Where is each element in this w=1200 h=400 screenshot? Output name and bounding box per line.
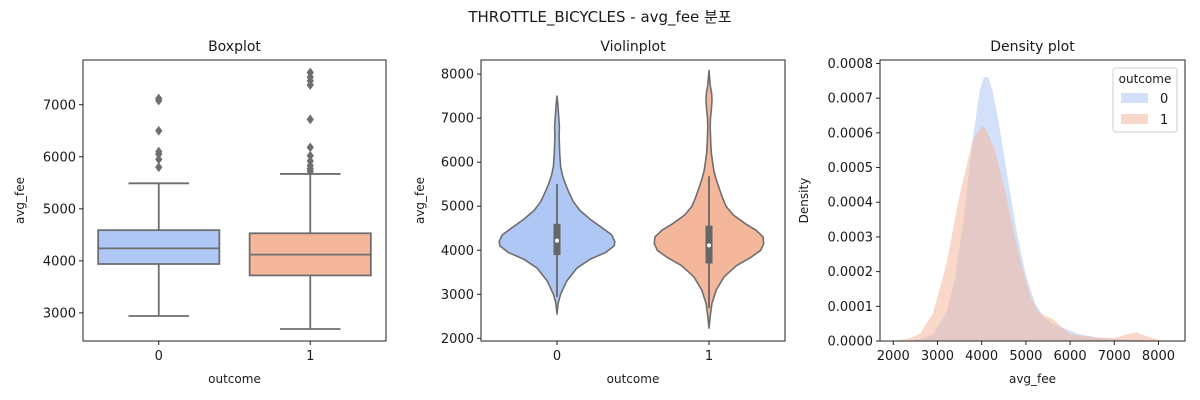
x-tick-label: 3000 [921, 349, 954, 364]
y-tick-label: 5000 [43, 202, 76, 217]
violin-median-dot [707, 243, 711, 248]
panel-title: Violinplot [600, 39, 666, 55]
y-tick-label: 0.0006 [828, 126, 874, 141]
y-tick-label: 0.0004 [828, 196, 874, 211]
legend-swatch-0 [1121, 93, 1148, 103]
x-tick-label: 0 [155, 349, 163, 364]
y-tick-label: 2000 [441, 332, 474, 347]
outlier-point [306, 156, 314, 166]
legend-label-0: 0 [1160, 92, 1168, 107]
x-tick-label: 6000 [1054, 349, 1087, 364]
box-iqr [97, 229, 221, 265]
plot-frame [82, 59, 387, 342]
boxplot-panel: 0 1 3000 4000 5000 6000 7000 Boxplot outcome avg_… [13, 39, 387, 386]
y-tick-label: 0.0003 [828, 230, 874, 245]
y-axis-label: avg_fee [413, 177, 427, 224]
y-tick-label: 6000 [43, 150, 76, 165]
y-tick-label: 3000 [43, 306, 76, 321]
plot-frame [879, 59, 1186, 342]
legend-swatch-1 [1121, 114, 1148, 124]
y-tick-label: 0.0002 [828, 265, 874, 280]
density-panel: 2000 3000 4000 5000 6000 7000 8000 0.0000 0.0001… [797, 39, 1186, 386]
y-tick-label: 0.0008 [828, 57, 874, 72]
x-tick-label: 1 [705, 349, 713, 364]
x-tick-label: 4000 [965, 349, 998, 364]
y-tick-label: 8000 [441, 68, 474, 83]
x-tick-label: 7000 [1098, 349, 1131, 364]
y-axis-label: Density [797, 178, 811, 224]
outlier-point [306, 114, 314, 125]
y-tick-label: 4000 [441, 244, 474, 259]
legend: outcome 0 1 [1112, 67, 1178, 133]
y-axis-label: avg_fee [13, 177, 27, 224]
x-axis-label: avg_fee [1009, 372, 1056, 386]
x-tick-label: 1 [306, 349, 314, 364]
x-tick-label: 8000 [1142, 349, 1175, 364]
outlier-point [155, 125, 163, 136]
figure-suptitle: THROTTLE_BICYCLES - avg_fee 분포 [467, 8, 732, 27]
legend-label-1: 1 [1160, 113, 1168, 128]
y-tick-label: 5000 [441, 200, 474, 215]
violinplot-panel: 0 1 2000 3000 4000 5000 6000 7000 8000 Violinplot… [413, 39, 786, 386]
x-tick-label: 5000 [1009, 349, 1042, 364]
panel-title: Boxplot [208, 39, 261, 55]
density-area-1 [893, 125, 1172, 342]
violin-median-dot [555, 238, 559, 243]
outlier-point [306, 142, 314, 153]
plot-frame [480, 59, 786, 342]
y-tick-label: 0.0007 [828, 92, 874, 107]
y-tick-label: 3000 [441, 288, 474, 303]
legend-title: outcome [1119, 72, 1172, 86]
x-tick-label: 0 [553, 349, 561, 364]
x-axis-label: outcome [208, 372, 261, 386]
outlier-point [155, 146, 163, 157]
x-tick-label: 2000 [877, 349, 910, 364]
outlier-point [155, 154, 163, 165]
y-tick-label: 0.0000 [828, 335, 874, 350]
y-tick-label: 7000 [441, 112, 474, 127]
outlier-point [155, 162, 163, 173]
panel-title: Density plot [990, 39, 1075, 55]
y-tick-label: 0.0001 [828, 300, 874, 315]
y-tick-label: 4000 [43, 254, 76, 269]
y-tick-label: 7000 [43, 98, 76, 113]
y-tick-label: 0.0005 [828, 161, 874, 176]
outlier-point [306, 150, 314, 161]
x-axis-label: outcome [607, 372, 660, 386]
outlier-point [306, 67, 314, 78]
y-tick-label: 6000 [441, 156, 474, 171]
outlier-point [155, 93, 163, 104]
